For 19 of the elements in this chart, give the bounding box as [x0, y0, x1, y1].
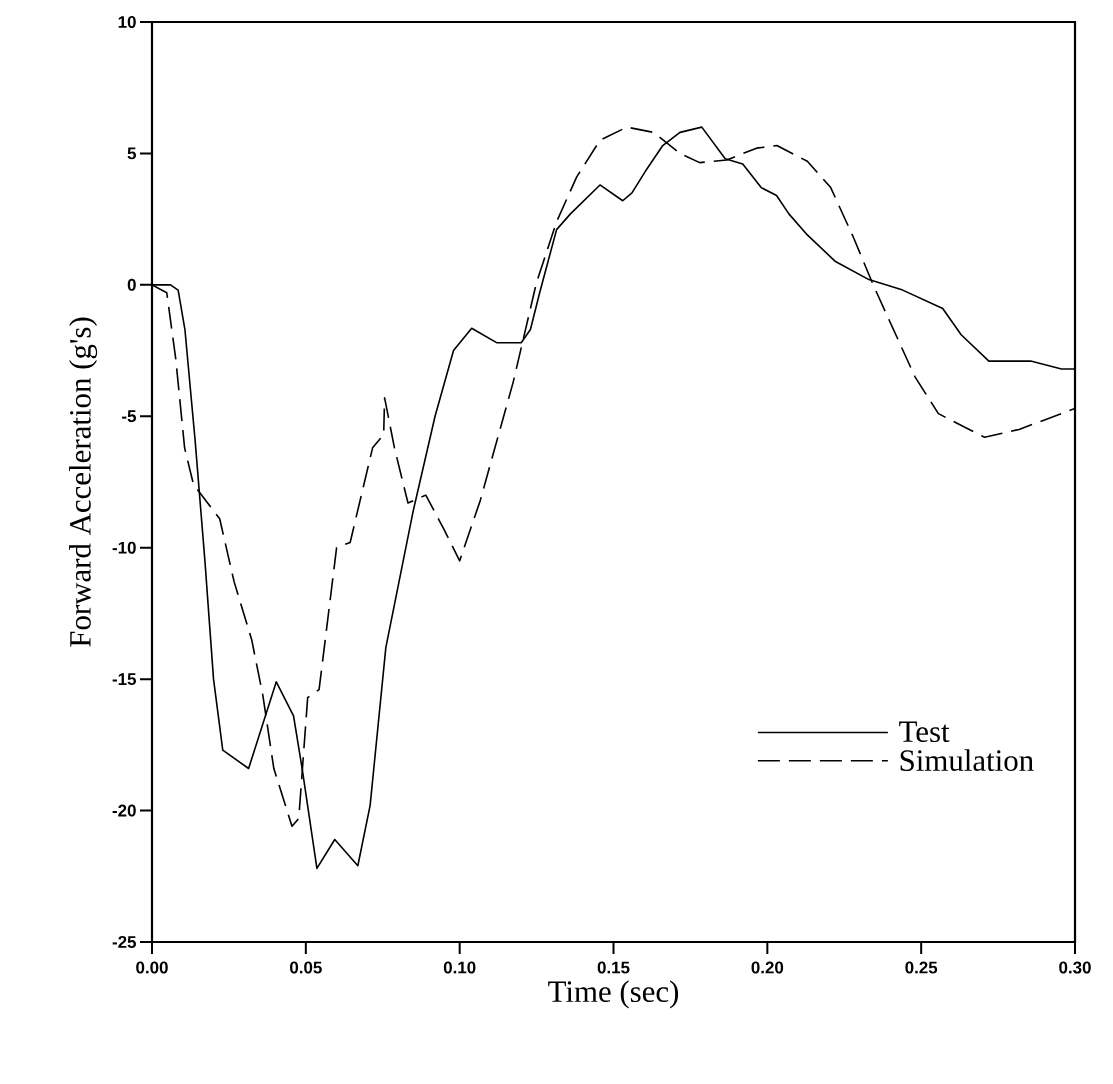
legend-label: Test	[899, 721, 950, 743]
x-tick-label: 0.05	[290, 961, 322, 974]
x-tick-label: 0.15	[597, 961, 630, 974]
legend-label: Simulation	[900, 749, 1034, 772]
y-tick-label: -25	[112, 936, 137, 948]
y-tick-label: 5	[127, 147, 137, 160]
x-tick-label: 0.00	[136, 961, 168, 974]
x-tick-label: 0.25	[905, 961, 938, 974]
x-axis-title: Time (sec)	[548, 980, 679, 1009]
x-tick-label: 0.20	[751, 961, 784, 974]
x-tick-label: 0.10	[443, 961, 476, 974]
y-axis-title: Forward Acceleration (g's)	[69, 317, 98, 647]
x-tick-label: 0.30	[1059, 961, 1091, 974]
y-tick-label: -5	[122, 410, 137, 423]
y-tick-label: -15	[112, 673, 137, 686]
y-tick-label: 0	[127, 278, 136, 291]
y-tick-label: 10	[118, 15, 136, 28]
y-tick-label: -10	[112, 541, 136, 554]
y-tick-label: -20	[112, 804, 136, 817]
